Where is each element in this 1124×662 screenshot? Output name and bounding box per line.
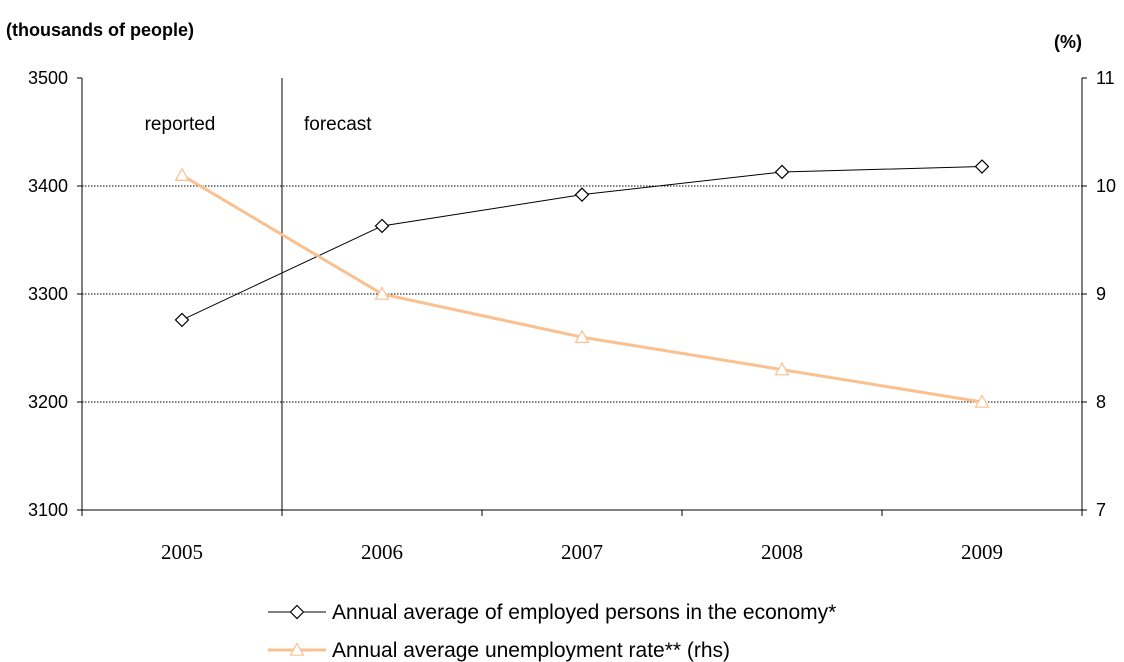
- right-tick-label: 7: [1096, 500, 1106, 520]
- gridlines: [82, 185, 1082, 403]
- data-point: [174, 312, 190, 328]
- legend: Annual average of employed persons in th…: [268, 601, 836, 662]
- data-point: [374, 218, 390, 234]
- category-label: 2006: [361, 540, 403, 564]
- right-axis-ticks: 7 8 9 10 11: [1082, 68, 1116, 520]
- data-point: [974, 394, 990, 408]
- legend-marker: [289, 642, 305, 656]
- category-label: 2005: [161, 540, 203, 564]
- left-axis-ticks: 3100 3200 3300 3400 3500: [28, 68, 82, 520]
- data-point: [574, 187, 590, 202]
- category-label: 2007: [561, 540, 603, 564]
- axes: [81, 78, 1083, 516]
- left-tick-label: 3400: [28, 176, 68, 196]
- category-label: 2008: [761, 540, 803, 564]
- left-axis-unit: (thousands of people): [6, 20, 194, 40]
- right-tick-label: 9: [1096, 284, 1106, 304]
- right-tick-label: 8: [1096, 392, 1106, 412]
- right-tick-label: 10: [1096, 176, 1116, 196]
- legend-label: Annual average of employed persons in th…: [332, 601, 836, 624]
- category-axis-labels: 2005 2006 2007 2008 2009: [161, 540, 1003, 564]
- data-point: [574, 329, 590, 343]
- left-tick-label: 3500: [28, 68, 68, 88]
- legend-label: Annual average unemployment rate** (rhs): [332, 639, 730, 662]
- left-tick-label: 3100: [28, 500, 68, 520]
- legend-marker: [289, 604, 305, 620]
- data-point: [974, 159, 990, 174]
- left-tick-label: 3300: [28, 284, 68, 304]
- series-layer: [174, 159, 990, 408]
- category-label: 2009: [961, 540, 1003, 564]
- data-point: [174, 167, 190, 181]
- series-line-2: [181, 173, 983, 404]
- right-tick-label: 11: [1096, 68, 1115, 88]
- data-point: [374, 286, 390, 300]
- reported-annotation: reported: [145, 114, 216, 135]
- data-point: [774, 361, 790, 376]
- right-axis-unit: (%): [1054, 32, 1082, 52]
- data-point: [774, 164, 790, 180]
- forecast-annotation: forecast: [304, 114, 372, 135]
- left-tick-label: 3200: [28, 392, 68, 412]
